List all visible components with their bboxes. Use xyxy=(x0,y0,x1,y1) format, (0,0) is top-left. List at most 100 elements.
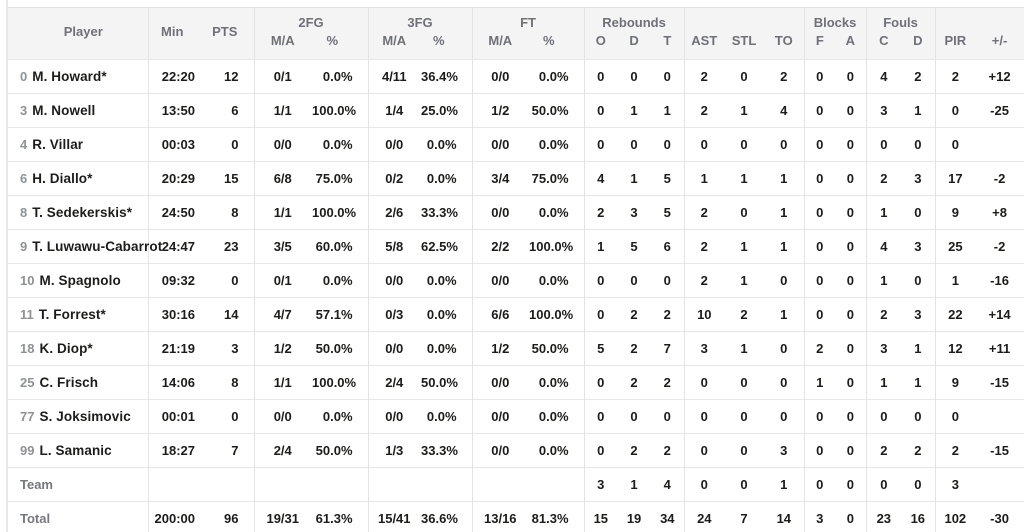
stat-foul-d: 1 xyxy=(901,92,936,127)
player-number: 10 xyxy=(20,272,35,288)
stat-reb-d: 2 xyxy=(617,296,652,331)
stat-reb-d: 1 xyxy=(617,160,652,195)
stat-min: 18:27 xyxy=(148,432,210,467)
stat-min: 24:50 xyxy=(148,194,210,229)
stat-3fg-ma: 0/3 xyxy=(368,296,421,331)
table-body: 0 M. Howard* 22:20 12 0/1 0.0% 4/11 36.4% 0/0 0.0… xyxy=(8,58,1024,532)
player-name-cell[interactable]: 4 R. Villar xyxy=(8,126,149,161)
stat-3fg-ma: 0/0 xyxy=(368,126,421,161)
group-header-spacer-ast xyxy=(684,7,805,32)
stat-blk-f: 0 xyxy=(804,262,836,297)
stat-reb-o: 2 xyxy=(584,194,618,229)
stat-reb-t: 2 xyxy=(651,364,685,399)
player-name: K. Diop* xyxy=(39,340,93,356)
stat-ft-pct: 0.0% xyxy=(528,364,585,399)
box-score-table-wrap: Player Min PTS 2FG 3FG FT Rebounds Block… xyxy=(6,0,1024,532)
stat-ast: 0 xyxy=(684,432,725,467)
stat-reb-d: 1 xyxy=(617,466,652,501)
stat-ast: 24 xyxy=(684,500,725,532)
stat-reb-d: 0 xyxy=(617,58,652,93)
player-name-cell[interactable]: 77 S. Joksimovic xyxy=(8,398,149,433)
stat-2fg-ma: 19/31 xyxy=(254,500,311,532)
stat-pts: 8 xyxy=(210,194,255,229)
player-name-cell[interactable]: 25 C. Frisch xyxy=(8,364,149,399)
col-header-reb-d: D xyxy=(617,31,652,59)
stat-blk-f: 0 xyxy=(804,466,836,501)
stat-2fg-ma: 0/1 xyxy=(254,58,311,93)
stat-pir: 0 xyxy=(935,398,976,433)
stat-reb-o: 0 xyxy=(584,92,618,127)
stat-3fg-ma: 1/4 xyxy=(368,92,421,127)
stat-foul-d: 3 xyxy=(901,296,936,331)
stat-foul-c: 2 xyxy=(866,296,902,331)
stat-3fg-ma: 0/0 xyxy=(368,330,421,365)
stat-ast: 2 xyxy=(684,228,725,263)
group-header-spacer-pir xyxy=(935,7,1024,32)
stat-reb-t: 34 xyxy=(651,500,685,532)
player-name: M. Spagnolo xyxy=(39,272,121,288)
stat-foul-d: 2 xyxy=(901,432,936,467)
stat-foul-c: 0 xyxy=(866,398,902,433)
stat-ft-ma: 1/2 xyxy=(472,330,529,365)
player-name-cell[interactable]: 0 M. Howard* xyxy=(8,58,149,93)
stat-pir: 9 xyxy=(935,364,976,399)
player-number: 18 xyxy=(20,340,35,356)
stat-ast: 0 xyxy=(684,126,725,161)
col-header-3fg-ma: M/A xyxy=(368,31,421,59)
stat-stl: 1 xyxy=(724,92,765,127)
stat-ft-ma: 3/4 xyxy=(472,160,529,195)
player-name-cell[interactable]: 6 H. Diallo* xyxy=(8,160,149,195)
player-name-cell[interactable]: 18 K. Diop* xyxy=(8,330,149,365)
stat-2fg-pct: 50.0% xyxy=(311,330,369,365)
stat-3fg-ma: 1/3 xyxy=(368,432,421,467)
stat-stl: 2 xyxy=(724,296,765,331)
box-score-table: Player Min PTS 2FG 3FG FT Rebounds Block… xyxy=(8,7,1024,532)
player-name-cell[interactable]: 8 T. Sedekerskis* xyxy=(8,194,149,229)
player-name-cell[interactable]: 11 T. Forrest* xyxy=(8,296,149,331)
player-name-cell[interactable]: 3 M. Nowell xyxy=(8,92,149,127)
stat-ft-ma: 0/0 xyxy=(472,194,529,229)
stat-plus-minus: -2 xyxy=(975,160,1024,195)
player-name-cell[interactable]: 9 T. Luwawu-Cabarrot xyxy=(8,228,162,263)
stat-plus-minus: +11 xyxy=(975,330,1024,365)
player-number: 4 xyxy=(20,136,28,152)
stat-reb-o: 0 xyxy=(584,58,618,93)
stat-reb-o: 0 xyxy=(584,432,618,467)
player-number: 3 xyxy=(20,102,28,118)
stat-ft-ma: 0/0 xyxy=(472,364,529,399)
stat-2fg-ma: 2/4 xyxy=(254,432,311,467)
stat-2fg-ma: 0/0 xyxy=(254,398,311,433)
stat-stl: 0 xyxy=(724,364,765,399)
stat-blk-f: 0 xyxy=(804,160,836,195)
player-row: 18 K. Diop* 21:19 3 1/2 50.0% 0/0 0.0% 1/2 50.0% 5… xyxy=(8,330,1024,365)
stat-stl: 1 xyxy=(724,160,765,195)
player-name-cell[interactable]: 99 L. Samanic xyxy=(8,432,149,467)
group-header-rebounds: Rebounds xyxy=(584,7,685,32)
stat-to: 2 xyxy=(764,58,805,93)
stat-blk-f: 0 xyxy=(804,194,836,229)
stat-pts: 7 xyxy=(210,432,255,467)
col-header-ast: AST xyxy=(684,31,725,59)
stat-2fg-pct: 100.0% xyxy=(311,92,369,127)
stat-3fg-pct: 0.0% xyxy=(420,398,473,433)
stat-foul-d: 0 xyxy=(901,262,936,297)
stat-3fg-pct: 25.0% xyxy=(420,92,473,127)
stat-plus-minus xyxy=(975,466,1024,501)
stat-3fg-pct: 0.0% xyxy=(420,126,473,161)
stat-pir: 25 xyxy=(935,228,976,263)
stat-plus-minus: +14 xyxy=(975,296,1024,331)
col-header-foul-d: D xyxy=(901,31,936,59)
player-number: 8 xyxy=(20,204,28,220)
col-header-3fg-pct: % xyxy=(420,31,473,59)
player-name-cell[interactable]: 10 M. Spagnolo xyxy=(8,262,149,297)
stat-2fg-pct: 57.1% xyxy=(311,296,369,331)
stat-foul-d: 16 xyxy=(901,500,936,532)
stat-reb-d: 0 xyxy=(617,262,652,297)
player-row: 8 T. Sedekerskis* 24:50 8 1/1 100.0% 2/6 33.3% 0… xyxy=(8,194,1024,229)
stat-reb-o: 15 xyxy=(584,500,618,532)
stat-pir: 0 xyxy=(935,126,976,161)
col-header-2fg-ma: M/A xyxy=(254,31,311,59)
stat-2fg-ma: 1/1 xyxy=(254,92,311,127)
stat-to: 1 xyxy=(764,296,805,331)
player-row: 3 M. Nowell 13:50 6 1/1 100.0% 1/4 25.0% 1/2 50.0… xyxy=(8,92,1024,127)
